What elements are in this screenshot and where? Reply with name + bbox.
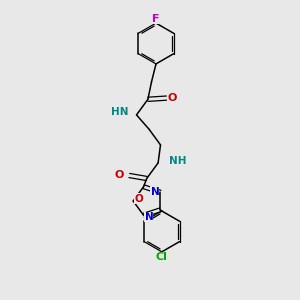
Text: NH: NH	[169, 156, 186, 167]
Text: N: N	[145, 212, 153, 222]
Text: F: F	[152, 14, 160, 24]
Text: O: O	[115, 170, 124, 181]
Text: HN: HN	[111, 107, 128, 118]
Text: O: O	[167, 93, 177, 103]
Text: N: N	[151, 187, 159, 196]
Text: O: O	[134, 194, 143, 204]
Text: Cl: Cl	[156, 252, 168, 262]
